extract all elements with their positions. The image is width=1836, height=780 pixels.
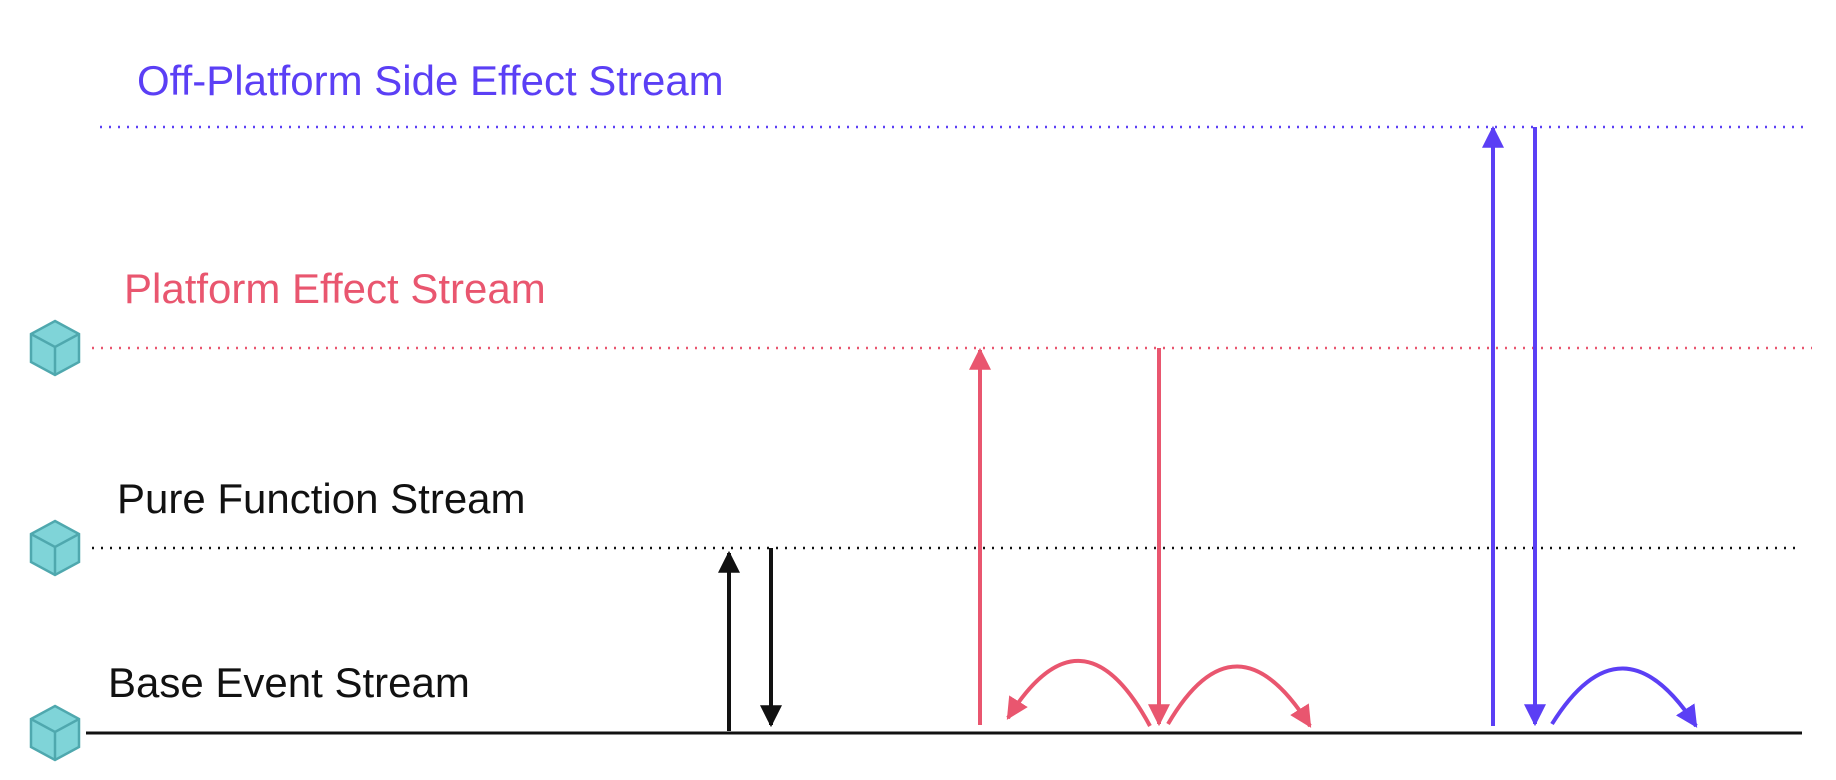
- pure-stream-label: Pure Function Stream: [117, 475, 526, 522]
- platform-feedback-curve-left: [1006, 659, 1152, 727]
- cube-icon: [29, 519, 81, 577]
- base-stream-label: Base Event Stream: [108, 659, 470, 706]
- cube-icon: [29, 319, 81, 377]
- platform-stream-label: Platform Effect Stream: [124, 265, 546, 312]
- cube-icon: [29, 704, 81, 762]
- off-platform-feedback-curve: [1550, 666, 1698, 728]
- off-platform-stream-label: Off-Platform Side Effect Stream: [137, 57, 724, 104]
- platform-feedback-curve-right: [1166, 664, 1312, 728]
